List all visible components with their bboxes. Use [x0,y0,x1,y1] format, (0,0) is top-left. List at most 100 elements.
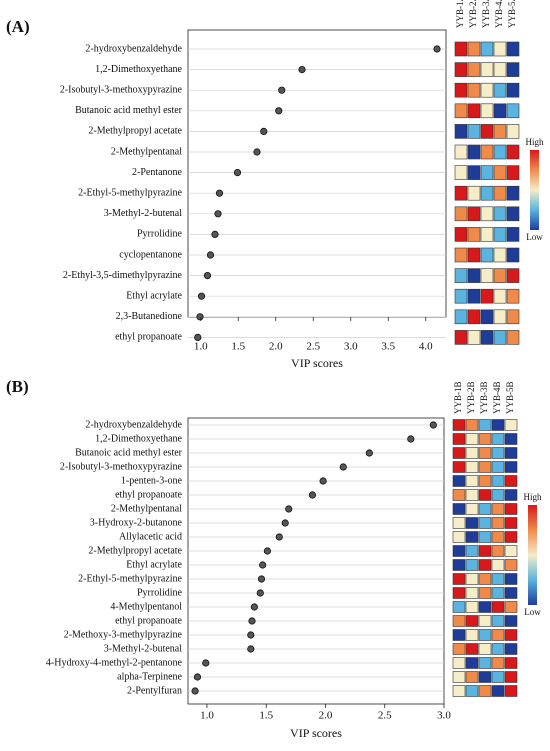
heatmap-cell [504,447,518,459]
heatmap-cell [454,268,468,283]
heatmap-cell [491,685,505,697]
heatmap-cell [478,433,492,445]
heatmap-cell [478,447,492,459]
heatmap-cell [506,144,520,160]
heatmap-cell [491,447,505,459]
category-label: 4-Methylpentanol [110,601,182,612]
category-label: alpha-Terpinene [117,671,182,682]
heatmap-cell [465,489,479,501]
heatmap-cell [465,573,479,585]
vip-dot [365,449,373,457]
heatmap-cell [467,309,481,325]
heatmap-cell [478,419,492,431]
heatmap-cell [504,503,518,515]
heatmap-cell [504,573,518,585]
vip-dot [191,687,199,695]
category-label: Butanoic acid methyl ester [75,447,183,458]
heatmap-cell [467,165,481,180]
category-label: Ethyl acrylate [126,290,182,301]
x-tick-label: 2.0 [269,341,283,353]
column-header: YYB-4A [494,0,504,28]
heatmap-cell [493,82,507,98]
heatmap-cell [493,206,507,222]
category-label: cyclopentanone [119,249,182,260]
heatmap-cell [480,41,494,57]
heatmap-cell [465,419,479,431]
heatmap-cell [504,489,518,501]
heatmap-cell [480,247,494,263]
heatmap-cell [480,124,494,139]
category-label: 3-Methyl-2-butenal [104,208,183,219]
vip-dot [197,292,206,300]
heatmap-cell [504,475,518,487]
heatmap-cell [452,657,466,669]
heatmap-cell [465,503,479,515]
heatmap-cell [480,309,494,325]
heatmap-cell [454,103,468,119]
category-label: ethyl propanoate [115,489,182,500]
heatmap-cell [452,461,466,473]
vip-dot [298,66,306,74]
heatmap-cell [467,227,481,242]
heatmap-cell [465,559,479,571]
heatmap-cell [452,503,466,515]
vip-dot [211,230,219,238]
heatmap-cell [491,517,505,529]
heatmap-cell [493,62,507,77]
heatmap-cell [478,475,492,487]
vip-dot [263,547,272,555]
heatmap-cell [480,227,494,242]
heatmap-cell [452,419,466,431]
vip-dot [429,421,437,429]
column-header: YYB-4B [492,381,502,414]
heatmap-cell [478,489,492,501]
vip-dot [256,589,264,597]
vip-dot [233,169,242,177]
heatmap-cell [454,124,468,139]
heatmap-cell [478,573,492,585]
heatmap-cell [504,517,518,529]
heatmap-cell [493,185,507,201]
heatmap-cell [478,587,492,599]
heatmap-cell [478,643,492,655]
vip-dot [194,333,202,341]
heatmap-cell [491,573,505,585]
vip-dot [407,435,415,443]
heatmap-cell [454,288,468,304]
heatmap-cell [478,601,492,613]
heatmap-cell [452,489,466,501]
heatmap-cell [452,601,466,613]
heatmap-cell [467,268,481,283]
heatmap-cell [478,545,492,557]
column-header: YYB-2A [468,0,478,28]
heatmap-cell [480,62,494,77]
heatmap-cell [465,447,479,459]
category-label: 2-Methylpentanal [111,503,182,514]
heatmap-cell [467,206,481,222]
column-header: YYB-2B [466,381,476,414]
heatmap-cell [506,330,520,345]
heatmap-cell [493,103,507,119]
heatmap-cell [465,657,479,669]
category-label: 2-hydroxybenzaldehyde [85,43,182,54]
heatmap-cell [452,559,466,571]
heatmap-cell [493,288,507,304]
vip-dot [253,148,261,156]
x-tick-label: 1.5 [259,710,273,722]
heatmap-cell [491,475,505,487]
heatmap-cell [506,247,520,263]
heatmap-cell [454,206,468,222]
x-tick-label: 1.5 [231,341,245,353]
heatmap-cell [493,124,507,139]
heatmap-cell [452,685,466,697]
heatmap-cell [493,247,507,263]
heatmap-cell [504,671,518,683]
heatmap-cell [452,475,466,487]
category-label: 2-Isobutyl-3-methoxypyrazine [60,84,183,95]
heatmap-cell [480,144,494,160]
category-label: ethyl propanoate [115,332,182,343]
vip-dot [278,86,286,94]
category-label: 4-Hydroxy-4-methyl-2-pentanone [46,657,183,668]
heatmap-cell [454,247,468,263]
